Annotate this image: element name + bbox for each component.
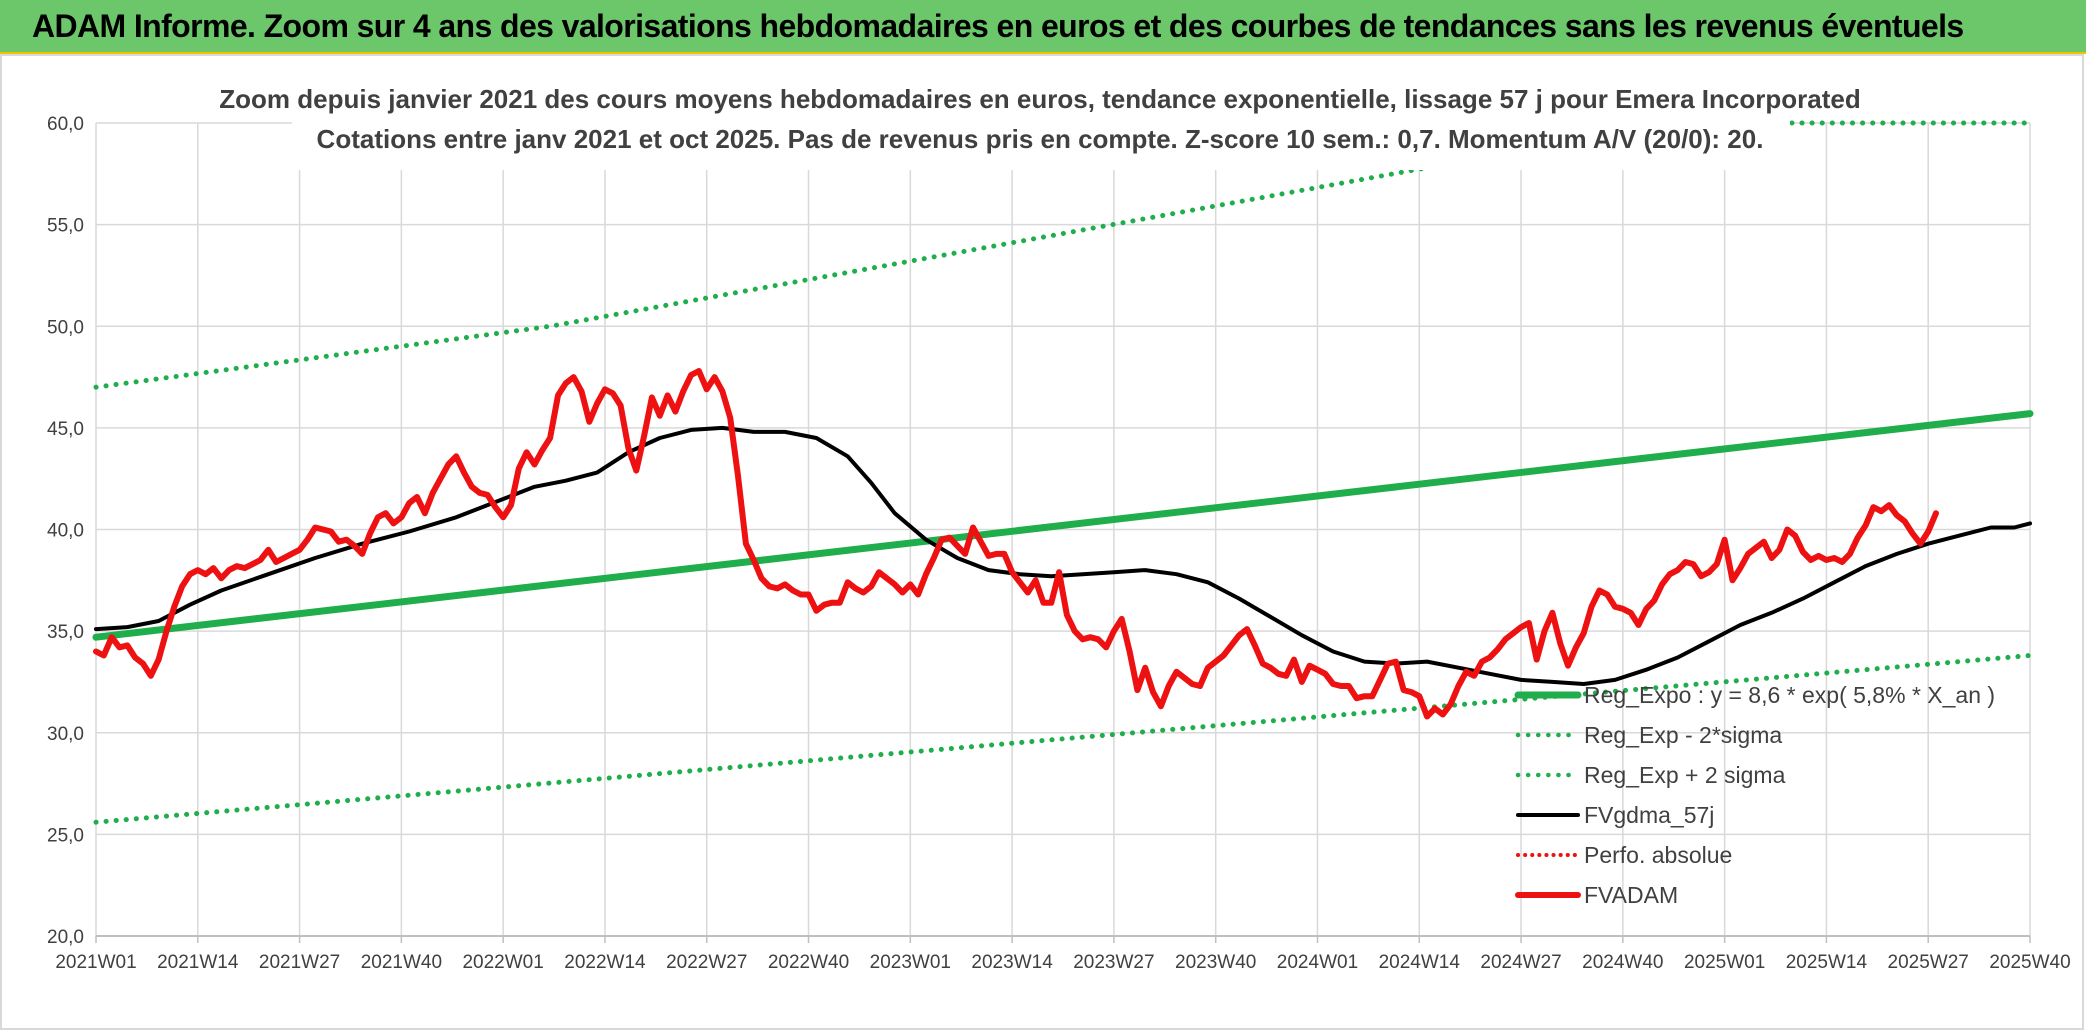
x-tick-label: 2021W40 bbox=[361, 952, 442, 973]
y-tick-label: 20,0 bbox=[47, 927, 84, 948]
series-fvadam bbox=[93, 368, 1939, 720]
y-tick-label: 25,0 bbox=[47, 825, 84, 846]
x-tick-label: 2025W40 bbox=[1989, 952, 2070, 973]
x-tick-label: 2022W01 bbox=[462, 952, 543, 973]
x-tick-label: 2024W14 bbox=[1379, 952, 1461, 973]
x-tick-label: 2022W40 bbox=[768, 952, 849, 973]
chart-title-line1: Zoom depuis janvier 2021 des cours moyen… bbox=[219, 84, 1860, 114]
report-banner: ADAM Informe. Zoom sur 4 ans des valoris… bbox=[0, 0, 2086, 54]
x-tick-label: 2024W01 bbox=[1277, 952, 1358, 973]
x-tick-label: 2023W27 bbox=[1073, 952, 1154, 973]
x-tick-label: 2025W27 bbox=[1888, 952, 1969, 973]
y-tick-label: 30,0 bbox=[47, 724, 84, 745]
x-tick-label: 2024W40 bbox=[1582, 952, 1663, 973]
legend-label: Reg_Exp - 2*sigma bbox=[1584, 722, 1782, 748]
chart-title-line2: Cotations entre janv 2021 et oct 2025. P… bbox=[317, 124, 1764, 154]
x-axis-ticks: 2021W01 2021W14 2021W27 2021W40 2022W01 2022W… bbox=[55, 952, 2070, 973]
y-tick-label: 35,0 bbox=[47, 622, 84, 643]
y-tick-label: 60,0 bbox=[47, 114, 84, 135]
x-tick-label: 2022W14 bbox=[564, 952, 646, 973]
y-axis-ticks: 20,0 25,0 30,0 35,0 40,0 45,0 50,0 55,0 60,0 bbox=[47, 114, 84, 948]
series-lines bbox=[92, 120, 2034, 825]
chart-frame bbox=[0, 54, 2084, 1030]
x-tick-label: 2023W40 bbox=[1175, 952, 1256, 973]
series-reg-exp-2-sigma bbox=[93, 653, 2033, 825]
chart-legend: Reg_Expo : y = 8,6 * exp( 5,8% * X_an ) R… bbox=[1514, 682, 1995, 908]
line-chart: 20,0 25,0 30,0 35,0 40,0 45,0 50,0 55,0 60,0 202… bbox=[0, 54, 2084, 1030]
x-tick-label: 2022W27 bbox=[666, 952, 747, 973]
report-title: ADAM Informe. Zoom sur 4 ans des valoris… bbox=[32, 8, 1964, 44]
y-tick-label: 55,0 bbox=[47, 216, 84, 237]
x-tick-label: 2021W27 bbox=[259, 952, 340, 973]
series-reg-expo-y-8-6-exp-5-8-x-an bbox=[92, 410, 2034, 641]
legend-label: Perfo. absolue bbox=[1584, 842, 1732, 868]
y-tick-label: 45,0 bbox=[47, 419, 84, 440]
legend-label: FVgdma_57j bbox=[1584, 802, 1714, 828]
y-tick-label: 50,0 bbox=[47, 317, 84, 338]
title-backdrop bbox=[292, 74, 1790, 170]
series-fvgdma-57j bbox=[94, 425, 2032, 686]
legend-label: Reg_Expo : y = 8,6 * exp( 5,8% * X_an ) bbox=[1584, 682, 1995, 708]
legend-label: FVADAM bbox=[1584, 882, 1678, 908]
x-tick-label: 2023W01 bbox=[870, 952, 951, 973]
x-tick-label: 2025W01 bbox=[1684, 952, 1765, 973]
x-tick-label: 2024W27 bbox=[1480, 952, 1561, 973]
gridlines bbox=[95, 122, 2031, 943]
series-reg-exp-2-sigma bbox=[93, 120, 2033, 390]
legend-label: Reg_Exp + 2 sigma bbox=[1584, 762, 1786, 788]
x-tick-label: 2025W14 bbox=[1786, 952, 1868, 973]
x-tick-label: 2021W14 bbox=[157, 952, 239, 973]
y-tick-label: 40,0 bbox=[47, 521, 84, 542]
x-tick-label: 2021W01 bbox=[55, 952, 136, 973]
x-tick-label: 2023W14 bbox=[971, 952, 1053, 973]
